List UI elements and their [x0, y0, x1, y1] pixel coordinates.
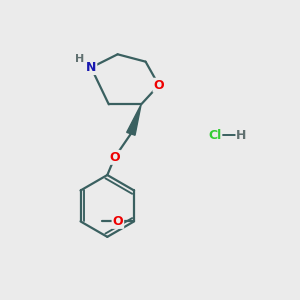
Text: N: N: [86, 61, 96, 74]
Polygon shape: [127, 104, 141, 135]
Text: O: O: [154, 79, 164, 92]
Text: O: O: [112, 215, 123, 228]
Text: Cl: Cl: [208, 129, 221, 142]
Text: O: O: [110, 151, 120, 164]
Text: H: H: [75, 54, 85, 64]
Text: H: H: [236, 129, 247, 142]
